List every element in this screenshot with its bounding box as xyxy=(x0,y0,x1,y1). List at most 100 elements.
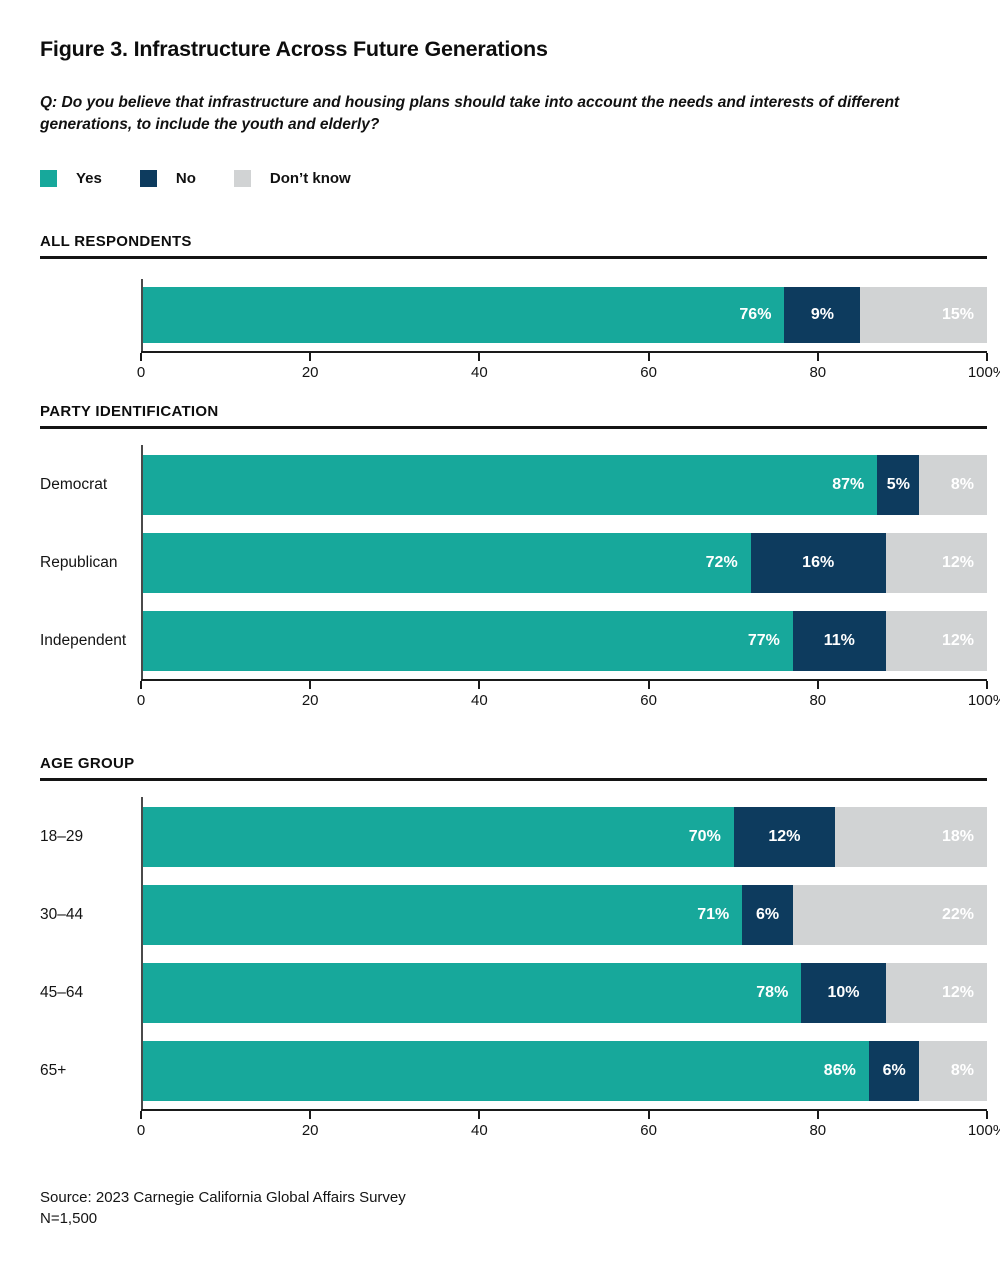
bar-row: 76% 9% 15% xyxy=(143,287,987,343)
bar-value-label: 87% xyxy=(832,476,865,493)
category-label: 45–64 xyxy=(40,984,84,1001)
bar-value-label: 6% xyxy=(755,906,780,923)
bar-value-label: 70% xyxy=(688,828,721,845)
bar-segment-dont-know: 8% xyxy=(919,455,987,515)
category-label: Republican xyxy=(40,554,118,571)
bar-segment-dont-know: 22% xyxy=(792,885,987,945)
bar-row: 65+ 86% 6% 8% xyxy=(40,1041,987,1101)
bar-segment-yes: 72% xyxy=(143,533,751,593)
axis-tick xyxy=(478,1111,481,1119)
bar-segment-yes: 76% xyxy=(143,287,785,343)
legend-swatch-no xyxy=(139,170,157,187)
legend-item: Yes xyxy=(40,170,102,187)
bar-segment-dont-know: 18% xyxy=(835,807,987,867)
axis-tick xyxy=(140,1111,142,1119)
figure-page: Figure 3. Infrastructure Across Future G… xyxy=(0,36,1000,1283)
bar-track: 72% 16% 12% xyxy=(143,533,987,593)
axis-tick-label: 20 xyxy=(301,1122,319,1139)
stacked-bar-chart: 76% 9% 15% 0 20 40 60 80 100% xyxy=(40,279,1000,387)
chart-body: 18–29 70% 12% 18% 30–44 71% 6% 22% 45–64 78% 10% 12… xyxy=(40,797,1000,1145)
bar-segment-no: 5% xyxy=(877,455,920,515)
legend-label: Yes xyxy=(76,170,102,187)
axis-tick xyxy=(309,353,312,361)
bar-row: 45–64 78% 10% 12% xyxy=(40,963,987,1023)
axis-tick xyxy=(140,681,142,689)
bar-segment-yes: 70% xyxy=(143,807,734,867)
bar-segment-yes: 78% xyxy=(143,963,802,1023)
category-label: 18–29 xyxy=(40,828,84,845)
bar-track: 70% 12% 18% xyxy=(143,807,987,867)
axis-tick xyxy=(986,681,988,689)
axis-tick xyxy=(986,353,988,361)
section-title: AGE GROUP xyxy=(40,755,135,772)
category-label: Independent xyxy=(40,632,127,649)
axis-tick-label: 60 xyxy=(640,1122,657,1139)
bar-value-label: 11% xyxy=(823,632,855,649)
sample-size-text: N=1,500 xyxy=(40,1210,98,1227)
axis-tick-label: 40 xyxy=(471,364,488,381)
stacked-bar-chart: Democrat 87% 5% 8% Republican 72% 16% 12% Indepe… xyxy=(40,445,1000,715)
bar-value-label: 16% xyxy=(802,554,835,571)
bar-value-label: 8% xyxy=(950,476,974,493)
axis-tick-label: 0 xyxy=(136,364,146,381)
bar-track: 77% 11% 12% xyxy=(143,611,987,671)
legend-swatch-dont_know xyxy=(233,170,251,187)
section-title: PARTY IDENTIFICATION xyxy=(40,403,219,420)
bar-value-label: 71% xyxy=(697,906,730,923)
axis-tick-label: 100% xyxy=(967,1122,1000,1139)
bar-value-label: 78% xyxy=(756,984,789,1001)
axis-tick xyxy=(986,1111,988,1119)
bar-value-label: 12% xyxy=(941,554,974,571)
survey-question: Q: Do you believe that infrastructure an… xyxy=(40,94,900,133)
bar-value-label: 18% xyxy=(941,828,974,845)
axis-tick xyxy=(816,681,819,689)
axis-tick xyxy=(478,681,481,689)
bar-segment-yes: 86% xyxy=(143,1041,869,1101)
bar-segment-no: 10% xyxy=(801,963,886,1023)
axis-tick-label: 100% xyxy=(967,692,1000,709)
legend: Yes No Don’t know xyxy=(40,170,987,187)
axis-tick xyxy=(140,353,142,361)
bar-value-label: 76% xyxy=(739,306,772,323)
bar-segment-no: 6% xyxy=(868,1041,920,1101)
bars-area: 18–29 70% 12% 18% 30–44 71% 6% 22% 45–64 78% 10% 12… xyxy=(40,797,987,1109)
axis-tick xyxy=(647,353,650,361)
section-party-identification: PARTY IDENTIFICATION Democrat 87% 5% 8% Repu… xyxy=(40,403,1000,715)
x-axis: 0 20 40 60 80 100% xyxy=(137,1109,1000,1145)
section-rule xyxy=(40,778,987,781)
bar-segment-no: 6% xyxy=(742,885,793,945)
bar-value-label: 6% xyxy=(882,1062,906,1079)
legend-swatch-yes xyxy=(40,170,57,187)
legend-label: No xyxy=(175,170,196,187)
axis-tick xyxy=(309,1111,312,1119)
bar-row: Republican 72% 16% 12% xyxy=(40,533,987,593)
axis-tick-label: 0 xyxy=(136,692,146,709)
bar-segment-yes: 87% xyxy=(143,455,878,515)
axis-tick xyxy=(309,681,312,689)
figure-title: Figure 3. Infrastructure Across Future G… xyxy=(40,37,548,61)
axis-tick-label: 0 xyxy=(136,1122,146,1139)
bar-value-label: 5% xyxy=(886,476,910,493)
x-axis: 0 20 40 60 80 100% xyxy=(137,679,1000,715)
axis-tick-label: 20 xyxy=(301,364,319,381)
axis-tick-label: 40 xyxy=(471,692,488,709)
axis-tick-label: 40 xyxy=(471,1122,488,1139)
stacked-bar-chart: 18–29 70% 12% 18% 30–44 71% 6% 22% 45–64 78% 10% 12… xyxy=(40,797,1000,1145)
bar-row: 30–44 71% 6% 22% xyxy=(40,885,987,945)
axis-tick xyxy=(816,1111,819,1119)
legend-label: Don’t know xyxy=(269,170,351,187)
bar-track: 76% 9% 15% xyxy=(143,287,987,343)
section-rule xyxy=(40,426,987,429)
chart-body: Democrat 87% 5% 8% Republican 72% 16% 12% Indepe… xyxy=(40,445,1000,715)
bars-area: Democrat 87% 5% 8% Republican 72% 16% 12% Indepe… xyxy=(40,445,987,679)
section-rule xyxy=(40,256,987,259)
bar-value-label: 10% xyxy=(827,984,860,1001)
legend-item: No xyxy=(139,170,196,187)
bar-segment-dont-know: 8% xyxy=(919,1041,987,1101)
axis-tick-label: 60 xyxy=(640,692,657,709)
axis-tick xyxy=(647,681,650,689)
bar-value-label: 12% xyxy=(941,984,974,1001)
bar-track: 71% 6% 22% xyxy=(143,885,987,945)
axis-tick-label: 20 xyxy=(301,692,319,709)
bar-segment-dont-know: 12% xyxy=(885,533,987,593)
